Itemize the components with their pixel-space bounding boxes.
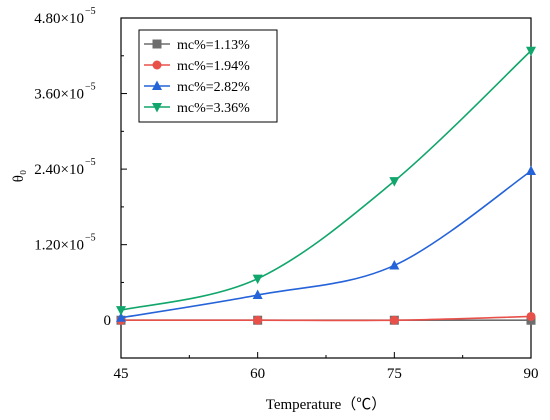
data-point	[526, 311, 536, 321]
x-tick-label: 75	[387, 366, 402, 382]
data-point	[389, 259, 400, 270]
x-axis-title: Temperature（℃）	[266, 396, 387, 413]
data-point	[252, 289, 263, 300]
legend: mc%=1.13% mc%=1.94% mc%=2.82% mc%=3.36%	[138, 29, 278, 123]
legend-label: mc%=1.94%	[177, 59, 250, 74]
x-tick-label: 45	[114, 366, 129, 382]
y-tick-label: 2.40×10	[34, 162, 84, 178]
data-point	[526, 165, 536, 175]
legend-entry: mc%=1.94%	[144, 59, 250, 74]
y-tick-label: 4.80×10	[34, 11, 84, 27]
legend-entry: mc%=2.82%	[144, 80, 250, 95]
y-tick-label: 0	[104, 313, 112, 329]
y-tick-exponent: −5	[85, 233, 96, 244]
y-axis-title: θ₀	[11, 170, 27, 182]
data-point	[253, 315, 263, 325]
legend-marker	[152, 60, 162, 70]
series-line	[120, 170, 532, 319]
legend-label: mc%=2.82%	[177, 80, 250, 95]
series-line	[120, 50, 532, 311]
data-point	[116, 312, 126, 322]
legend-label: mc%=3.36%	[177, 101, 250, 116]
data-point	[116, 306, 126, 316]
data-point	[389, 315, 399, 325]
legend-marker	[152, 103, 162, 113]
legend-entry: mc%=1.13%	[144, 38, 250, 53]
y-tick-exponent: −5	[85, 157, 96, 168]
series-3	[116, 165, 536, 322]
data-point	[526, 46, 536, 57]
y-tick-exponent: −5	[85, 6, 96, 17]
x-tick-label: 60	[250, 366, 265, 382]
x-tick-label: 90	[524, 366, 539, 382]
y-tick-label: 3.60×10	[34, 87, 84, 103]
y-tick-exponent: −5	[85, 82, 96, 93]
legend-label: mc%=1.13%	[177, 38, 250, 53]
series-2	[116, 311, 536, 325]
series-layer	[116, 46, 536, 325]
series-4	[116, 46, 536, 316]
legend-marker	[152, 39, 162, 49]
data-point	[389, 177, 400, 187]
y-tick-label: 1.20×10	[34, 238, 84, 254]
legend-marker	[152, 80, 162, 90]
series-line	[120, 315, 532, 322]
data-point	[252, 274, 263, 285]
legend-entry: mc%=3.36%	[144, 101, 250, 116]
